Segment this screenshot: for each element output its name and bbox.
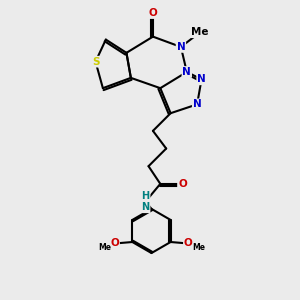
Text: H
N: H N	[142, 191, 150, 212]
Text: O: O	[184, 238, 193, 248]
Text: Me: Me	[98, 243, 111, 252]
Text: Me: Me	[191, 27, 209, 37]
Text: N: N	[193, 99, 202, 110]
Text: S: S	[92, 57, 99, 67]
Text: O: O	[110, 238, 119, 248]
Text: N: N	[182, 67, 191, 77]
Text: O: O	[178, 179, 187, 189]
Text: N: N	[176, 42, 185, 52]
Text: O: O	[148, 8, 157, 18]
Text: Me: Me	[192, 243, 205, 252]
Text: N: N	[197, 74, 206, 84]
